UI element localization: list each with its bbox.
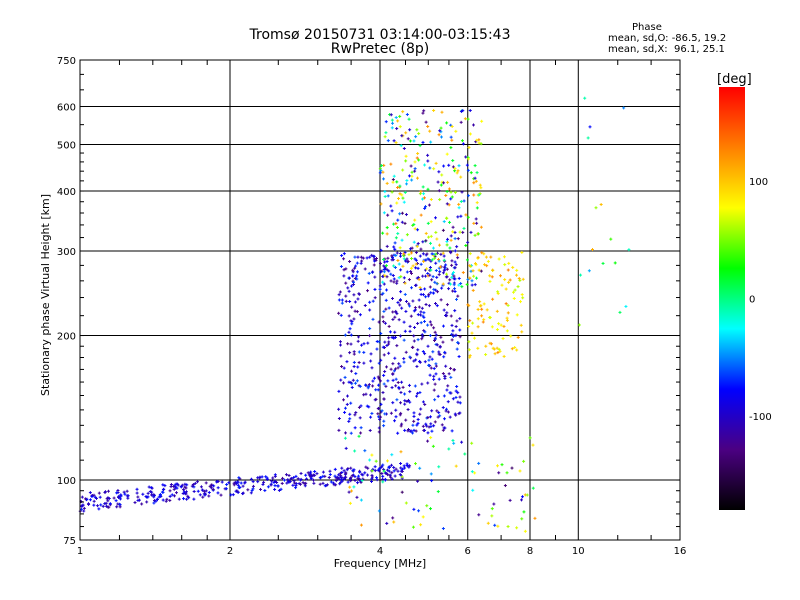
y-axis-label: Stationary phase Virtual Height [km]	[39, 193, 52, 397]
x-tick-label: 10	[572, 546, 585, 557]
y-tick-label: 200	[57, 332, 76, 343]
x-tick-label: 6	[465, 546, 471, 557]
chart-grid	[80, 60, 680, 540]
y-tick-label: 75	[63, 536, 76, 547]
y-tick-label: 400	[57, 187, 76, 198]
chart-points	[78, 96, 631, 533]
phase-mean-x: mean, sd,X: 96.1, 25.1	[608, 44, 725, 55]
x-tick-label: 2	[227, 546, 233, 557]
chart-title-line-2: RwPretec (8p)	[330, 41, 430, 57]
phase-heading: Phase	[632, 22, 662, 33]
y-tick-label: 100	[57, 476, 76, 487]
colorbar-tick-label: -100	[749, 412, 772, 423]
x-tick-label: 1	[77, 546, 83, 557]
chart-title-line-1: Tromsø 20150731 03:14:00-03:15:43	[249, 27, 511, 43]
colorbar-unit-label: [deg]	[717, 72, 752, 87]
colorbar-tick-label: 0	[749, 295, 755, 306]
colorbar: 100 0 -100 [deg]	[717, 72, 772, 510]
x-tick-label: 16	[674, 546, 687, 557]
x-tick-label: 4	[377, 546, 383, 557]
x-axis-label: Frequency [MHz]	[333, 557, 427, 570]
y-tick-label: 500	[57, 141, 76, 152]
plot-frame	[79, 59, 681, 541]
y-tick-label: 750	[57, 56, 76, 67]
colorbar-gradient	[719, 87, 745, 510]
x-tick-label: 8	[527, 546, 533, 557]
chart-ticks: 1 2 4 6 8 10 16 75 100 200 300 400 500 600 750	[57, 56, 686, 557]
y-tick-label: 300	[57, 247, 76, 258]
phase-mean-o: mean, sd,O: -86.5, 19.2	[608, 33, 727, 44]
y-tick-label: 600	[57, 103, 76, 114]
colorbar-tick-label: 100	[749, 177, 768, 188]
